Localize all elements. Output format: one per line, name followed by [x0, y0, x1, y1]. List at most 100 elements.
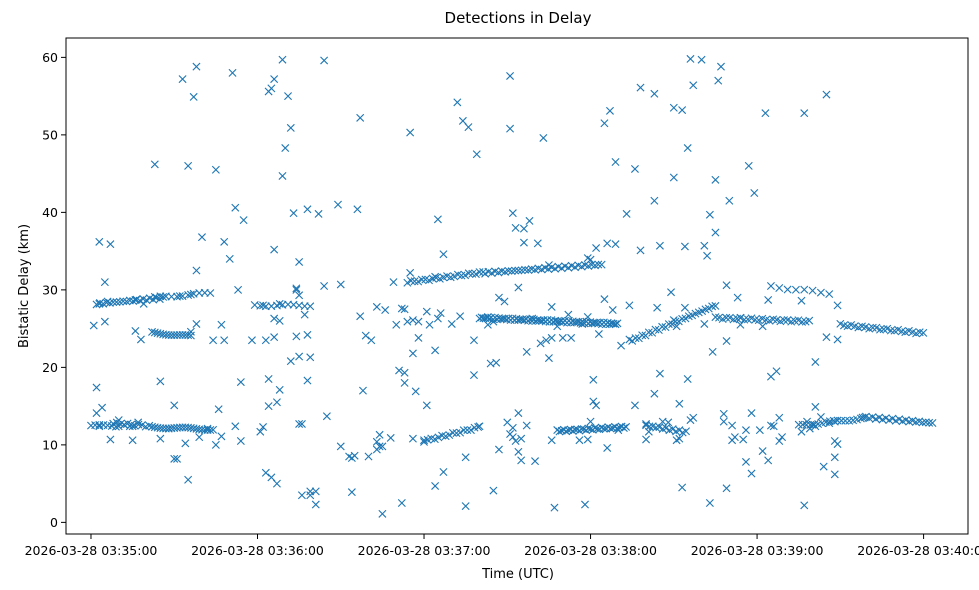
detection-point [750, 189, 759, 197]
detection-point [689, 81, 698, 90]
detection-point [264, 375, 273, 383]
detection-point [638, 331, 647, 340]
detection-point [722, 281, 731, 290]
detection-point [115, 297, 124, 306]
detection-point [350, 451, 359, 460]
x-axis-label: Time (UTC) [481, 567, 554, 582]
detection-point [220, 336, 229, 345]
detection-point [358, 386, 367, 395]
detection-point [675, 434, 684, 443]
detection-point [389, 278, 398, 287]
detection-point [600, 119, 609, 128]
detection-point [606, 424, 615, 433]
detection-point [797, 296, 806, 305]
detection-point [511, 437, 520, 445]
detection-point [375, 430, 384, 439]
x-axis: 2026-03-28 03:35:00 2026-03-28 03:36:00 20… [25, 534, 979, 558]
detection-point [500, 297, 509, 306]
detection-point [278, 55, 287, 64]
detection-point [772, 367, 781, 376]
x-tick-label: 2026-03-28 03:36:00 [191, 543, 324, 558]
detection-point [259, 423, 268, 432]
detection-point [292, 284, 301, 293]
detection-point [89, 321, 98, 330]
detection-point [468, 269, 477, 278]
detection-point [833, 335, 842, 344]
detection-point [711, 228, 720, 237]
detection-point [184, 331, 193, 340]
detection-point [278, 171, 287, 180]
detection-point [156, 377, 165, 386]
detection-point [333, 200, 342, 209]
detection-point [725, 196, 734, 205]
detection-point [733, 293, 742, 302]
detection-point [422, 401, 431, 410]
detection-point [381, 306, 390, 315]
detection-point [517, 456, 526, 465]
detection-point [783, 285, 792, 294]
detection-point [636, 246, 645, 255]
detection-point [378, 509, 387, 518]
detection-point [722, 484, 731, 493]
detection-point [592, 401, 601, 410]
detection-point [517, 266, 526, 275]
detection-point [209, 425, 218, 434]
detection-point [514, 447, 523, 456]
detection-point [682, 427, 691, 436]
detection-point [764, 295, 773, 304]
detection-point [705, 210, 714, 219]
x-tick-label: 2026-03-28 03:38:00 [524, 543, 657, 558]
detection-point [112, 298, 121, 307]
detection-point [658, 322, 667, 331]
detection-point [275, 385, 284, 394]
detection-point [320, 282, 329, 290]
detection-point [564, 310, 573, 319]
detection-point [431, 481, 440, 490]
detection-point [655, 369, 664, 378]
detection-point [581, 500, 589, 509]
detection-point [766, 421, 775, 430]
detection-point [456, 428, 465, 437]
detection-point [622, 209, 631, 218]
detection-point [225, 254, 234, 263]
detection-point [100, 278, 109, 287]
detection-point [195, 433, 204, 442]
detection-point [466, 426, 475, 435]
detection-point [336, 442, 345, 451]
detection-point [456, 312, 465, 321]
detection-point [300, 310, 309, 319]
detection-point [697, 55, 706, 64]
detection-point [400, 378, 409, 387]
detection-point [589, 375, 598, 384]
detection-point [521, 265, 530, 274]
detection-point [425, 320, 434, 329]
detection-point [494, 293, 503, 302]
detection-point [802, 420, 811, 429]
detection-point [184, 475, 193, 484]
detection-point [514, 283, 523, 292]
detection-point [217, 432, 226, 441]
detection-point [650, 196, 659, 205]
detection-point [594, 330, 603, 339]
detection-point [270, 314, 279, 323]
detection-point [463, 426, 472, 435]
detection-point [311, 500, 320, 509]
detection-point [259, 301, 268, 310]
detection-point [800, 285, 809, 294]
detection-point [303, 205, 312, 214]
detection-point [562, 427, 571, 436]
detection-point [511, 266, 520, 275]
detection-point [611, 158, 620, 166]
detection-point [819, 462, 828, 471]
detection-point [764, 456, 773, 465]
detection-point [642, 419, 651, 428]
detection-point [471, 270, 480, 279]
detection-point [436, 309, 445, 318]
detection-point [778, 433, 787, 442]
detection-point [128, 436, 137, 445]
detection-point [822, 90, 831, 99]
detection-point [111, 422, 120, 431]
detection-point [741, 457, 750, 466]
detection-point [211, 165, 220, 174]
